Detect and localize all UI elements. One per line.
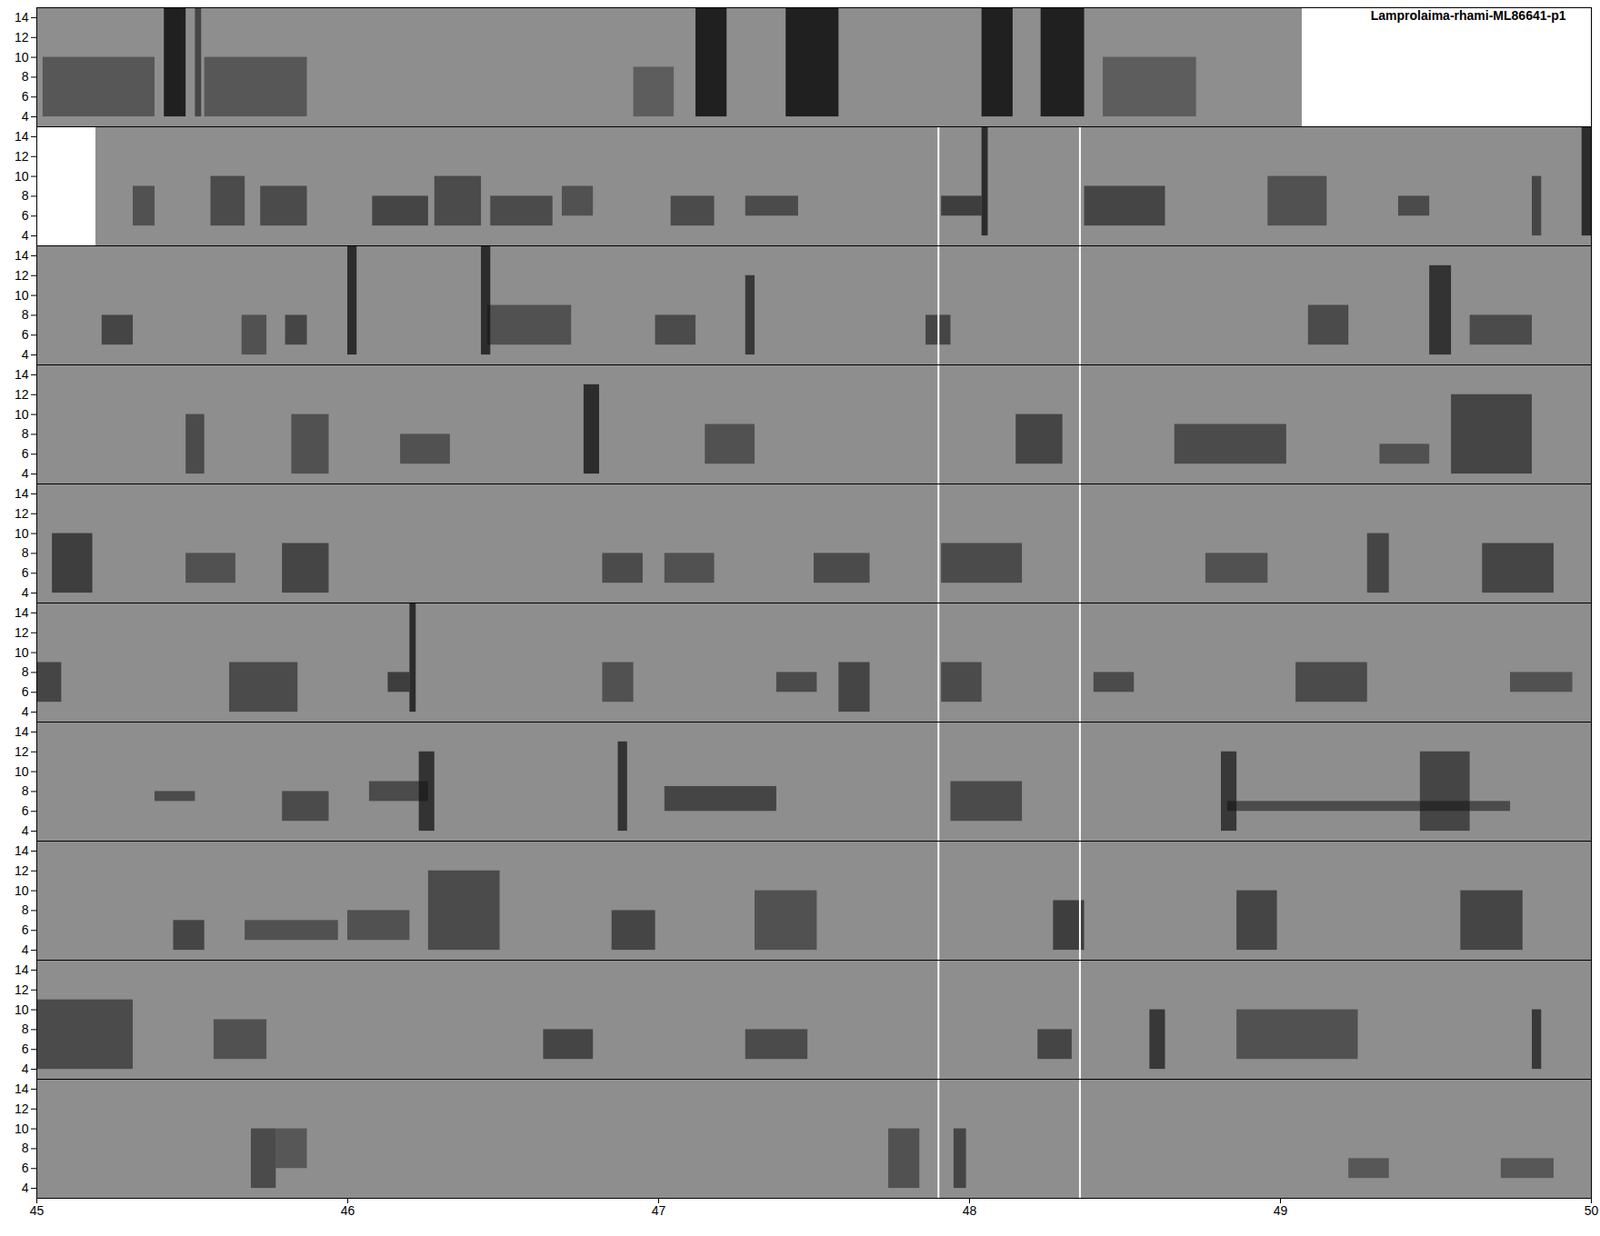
svg-text:10: 10: [14, 288, 30, 303]
svg-text:10: 10: [14, 407, 30, 422]
svg-text:4: 4: [21, 942, 30, 958]
svg-text:49: 49: [1273, 1203, 1289, 1219]
svg-text:14: 14: [14, 843, 30, 859]
svg-text:6: 6: [21, 803, 30, 819]
svg-text:50: 50: [1584, 1203, 1600, 1219]
svg-text:10: 10: [14, 645, 30, 660]
svg-text:12: 12: [14, 982, 30, 998]
svg-text:10: 10: [14, 1121, 30, 1137]
svg-text:4: 4: [21, 1061, 30, 1077]
svg-text:4: 4: [21, 1180, 30, 1196]
svg-text:10: 10: [14, 1002, 30, 1018]
svg-text:4: 4: [21, 109, 30, 124]
svg-text:14: 14: [14, 605, 30, 620]
svg-text:12: 12: [14, 268, 30, 283]
svg-text:8: 8: [21, 545, 30, 560]
svg-text:Lamprolaima-rhami-ML86641-p1: Lamprolaima-rhami-ML86641-p1: [1370, 8, 1567, 23]
svg-text:6: 6: [21, 1160, 30, 1176]
svg-text:4: 4: [21, 585, 30, 600]
svg-text:12: 12: [14, 387, 30, 402]
svg-text:12: 12: [14, 149, 30, 164]
svg-text:6: 6: [21, 208, 30, 223]
svg-text:8: 8: [21, 1140, 30, 1156]
svg-text:8: 8: [21, 1021, 30, 1037]
svg-text:48: 48: [962, 1203, 978, 1219]
svg-text:10: 10: [14, 883, 30, 899]
svg-text:6: 6: [21, 565, 30, 580]
svg-text:6: 6: [21, 327, 30, 342]
svg-text:45: 45: [30, 1203, 45, 1219]
svg-text:4: 4: [21, 228, 30, 243]
svg-text:8: 8: [21, 307, 30, 322]
svg-text:14: 14: [14, 724, 30, 740]
svg-text:14: 14: [14, 1081, 30, 1097]
svg-text:8: 8: [21, 902, 30, 918]
svg-text:47: 47: [651, 1203, 667, 1219]
svg-text:10: 10: [14, 50, 30, 65]
svg-text:12: 12: [14, 744, 30, 760]
svg-text:8: 8: [21, 426, 30, 441]
svg-text:12: 12: [14, 30, 30, 45]
svg-text:6: 6: [21, 1041, 30, 1057]
svg-text:8: 8: [21, 664, 30, 680]
svg-text:4: 4: [21, 347, 30, 362]
svg-text:10: 10: [14, 169, 30, 184]
svg-text:46: 46: [340, 1203, 356, 1219]
svg-text:6: 6: [21, 446, 30, 461]
svg-text:8: 8: [21, 783, 30, 799]
svg-text:14: 14: [14, 962, 30, 978]
svg-text:14: 14: [14, 248, 30, 263]
svg-text:14: 14: [14, 10, 30, 25]
svg-text:4: 4: [21, 466, 30, 481]
svg-text:6: 6: [21, 684, 30, 700]
svg-text:14: 14: [14, 367, 30, 382]
svg-text:8: 8: [21, 188, 30, 203]
svg-text:10: 10: [14, 764, 30, 780]
svg-text:4: 4: [21, 823, 30, 839]
svg-text:12: 12: [14, 506, 30, 521]
svg-text:12: 12: [14, 625, 30, 640]
svg-text:6: 6: [21, 89, 30, 104]
svg-text:10: 10: [14, 526, 30, 541]
svg-text:14: 14: [14, 129, 30, 144]
svg-text:12: 12: [14, 863, 30, 879]
svg-text:14: 14: [14, 486, 30, 501]
svg-text:12: 12: [14, 1101, 30, 1117]
svg-text:6: 6: [21, 922, 30, 938]
svg-text:8: 8: [21, 69, 30, 84]
svg-text:4: 4: [21, 704, 30, 720]
